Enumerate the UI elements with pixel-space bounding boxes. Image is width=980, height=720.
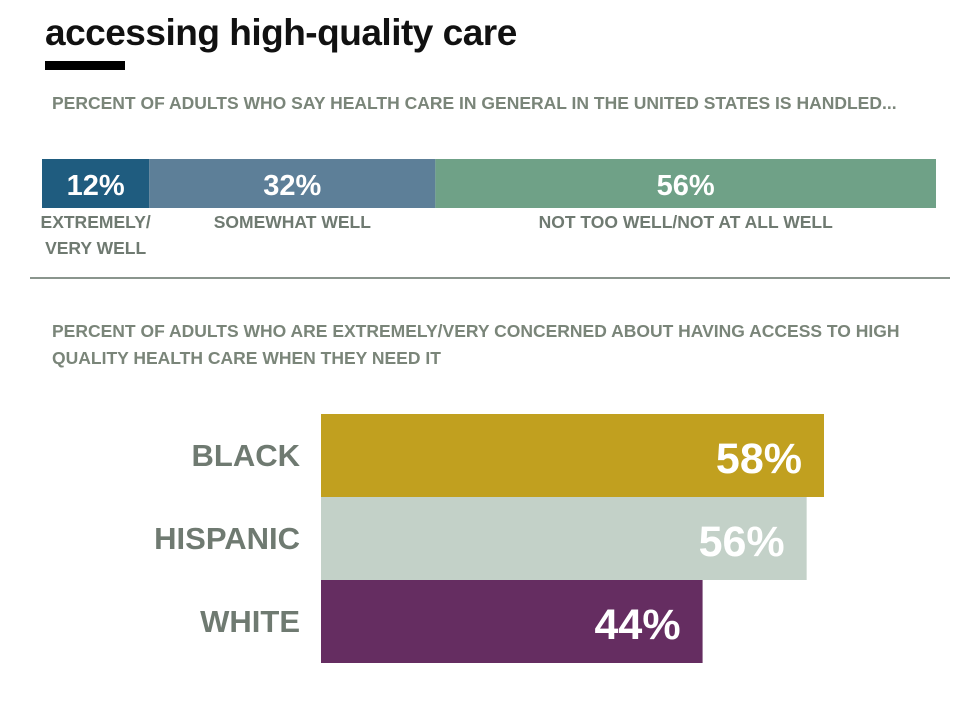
bar — [321, 414, 824, 497]
bar-value-label: 56% — [699, 518, 785, 566]
section-divider — [30, 277, 950, 279]
page-title: accessing high-quality care — [45, 12, 517, 53]
bar — [321, 497, 807, 580]
segment-value-label: 32% — [263, 170, 321, 202]
bar — [321, 580, 703, 663]
segment-category-label: VERY WELL — [45, 238, 146, 258]
bar-category-label: BLACK — [192, 438, 301, 473]
segment-category-label: EXTREMELY/ — [41, 212, 151, 232]
segment-category-label: NOT TOO WELL/NOT AT ALL WELL — [539, 212, 834, 232]
bar-category-label: WHITE — [200, 604, 300, 639]
title-underline — [45, 61, 125, 70]
stacked-segment — [149, 159, 436, 208]
segment-category-label: SOMEWHAT WELL — [214, 212, 371, 232]
bar-value-label: 44% — [595, 601, 681, 649]
stacked-segment — [435, 159, 936, 208]
stacked-segment — [42, 159, 150, 208]
bar-category-label: HISPANIC — [154, 521, 300, 556]
chart2-title: PERCENT OF ADULTS WHO ARE EXTREMELY/VERY… — [52, 321, 900, 368]
segment-value-label: 12% — [67, 170, 125, 202]
chart1-title: PERCENT OF ADULTS WHO SAY HEALTH CARE IN… — [52, 93, 897, 113]
bar-value-label: 58% — [716, 435, 802, 483]
segment-value-label: 56% — [657, 170, 715, 202]
